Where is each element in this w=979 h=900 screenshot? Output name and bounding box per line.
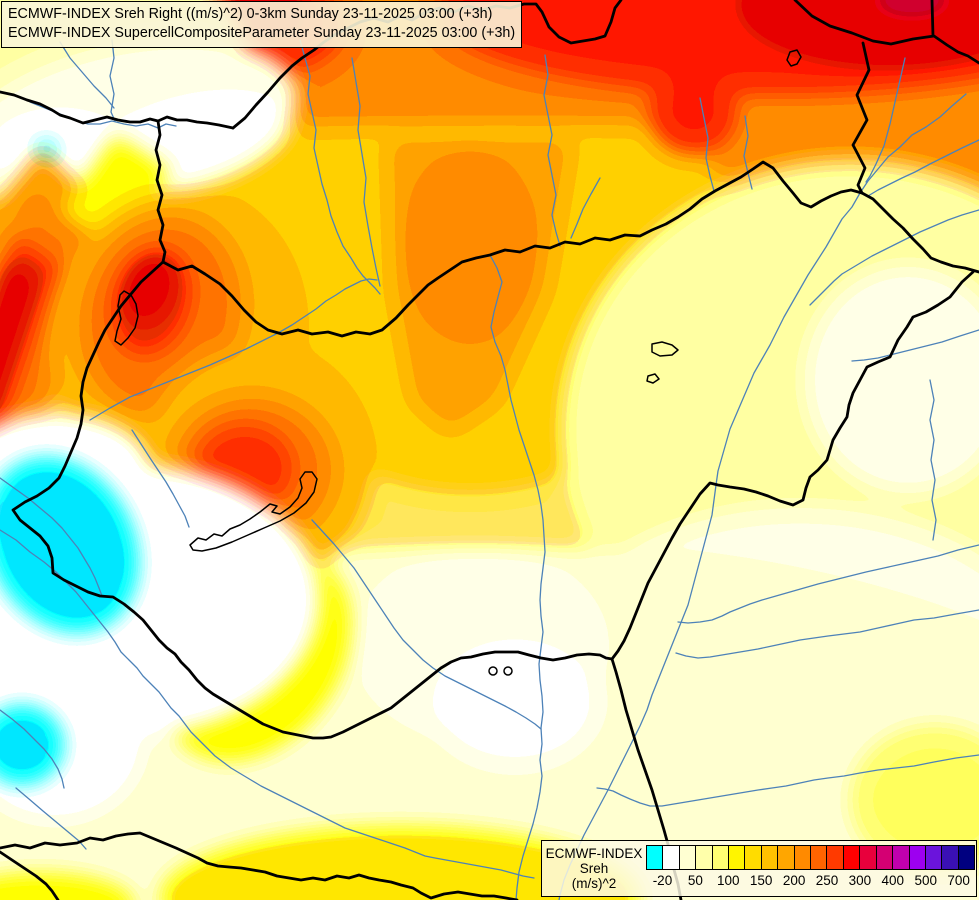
legend-color-cell — [711, 846, 729, 869]
legend-units-label: (m/s)^2 — [571, 876, 617, 891]
legend-color-cell — [728, 846, 745, 869]
legend-tick-row: -20 50 100 150 200 250 300 400 500 700 — [646, 872, 975, 890]
legend-color-cell — [826, 846, 843, 869]
legend-color-cell — [744, 846, 761, 869]
legend-color-cell — [662, 846, 679, 869]
legend-color-cell — [777, 846, 794, 869]
legend-color-cell — [793, 846, 811, 869]
legend-color-cell — [810, 846, 827, 869]
legend-color-cell — [647, 846, 663, 869]
legend-color-cell — [957, 846, 975, 869]
lake-balaton-outline — [189, 471, 318, 552]
legend-color-cell — [678, 846, 696, 869]
legend-tick-label: 300 — [848, 873, 872, 888]
legend-color-cell — [842, 846, 860, 869]
map-title-box: ECMWF-INDEX Sreh Right ((m/s)^2) 0-3km S… — [1, 1, 522, 48]
legend-tick-label: 50 — [687, 873, 703, 888]
legend-tick-label: 250 — [815, 873, 839, 888]
lake-tisza-outline — [651, 341, 679, 357]
lakes — [114, 49, 802, 676]
legend-color-cell — [941, 846, 958, 869]
legend-parameter-label: Sreh — [579, 861, 609, 876]
legend-box: ECMWF-INDEX Sreh (m/s)^2 -20 50 100 150 200 2… — [541, 840, 977, 897]
legend-tick-label: -20 — [652, 873, 673, 888]
rivers — [0, 39, 979, 900]
map-title-line2: ECMWF-INDEX SupercellCompositeParameter … — [8, 25, 516, 41]
map-title-line1: ECMWF-INDEX Sreh Right ((m/s)^2) 0-3km S… — [8, 6, 493, 22]
legend-colorbar — [646, 845, 975, 870]
legend-color-cell — [892, 846, 909, 869]
legend-color-cell — [760, 846, 778, 869]
legend-color-cell — [859, 846, 876, 869]
legend-tick-label: 700 — [947, 873, 970, 888]
legend-tick-label: 150 — [749, 873, 773, 888]
legend-tick-label: 400 — [881, 873, 905, 888]
legend-tick-label: 100 — [717, 873, 740, 888]
lake-neusiedl-outline — [114, 290, 139, 346]
legend-color-cell — [875, 846, 893, 869]
legend-color-cell — [695, 846, 712, 869]
legend-product-label: ECMWF-INDEX — [545, 846, 643, 861]
legend-tick-label: 200 — [782, 873, 806, 888]
legend-color-cell — [908, 846, 925, 869]
legend-tick-label: 500 — [914, 873, 937, 888]
legend-color-cell — [924, 846, 942, 869]
legend-label-block: ECMWF-INDEX Sreh (m/s)^2 — [542, 846, 646, 891]
